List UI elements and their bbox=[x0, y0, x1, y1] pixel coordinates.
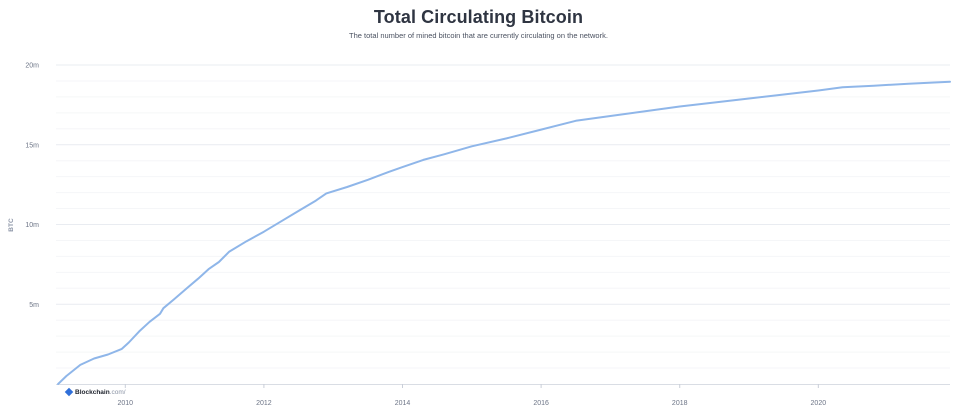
blockchain-logo-icon bbox=[64, 387, 74, 397]
x-tick-label: 2010 bbox=[118, 400, 134, 407]
y-tick-label: 5m bbox=[29, 302, 39, 309]
chart-subtitle: The total number of mined bitcoin that a… bbox=[349, 31, 608, 40]
x-tick-label: 2020 bbox=[811, 400, 827, 407]
x-tick-label: 2016 bbox=[533, 400, 549, 407]
blockchain-watermark: Blockchain.com/ bbox=[64, 387, 126, 397]
watermark-brand: Blockchain bbox=[75, 389, 110, 396]
x-tick-label: 2018 bbox=[672, 400, 688, 407]
watermark-tld: .com/ bbox=[109, 389, 126, 396]
chart-title: Total Circulating Bitcoin bbox=[373, 7, 584, 27]
x-axis: 2010 2012 2014 2016 2018 2020 bbox=[56, 384, 950, 407]
x-tick-label: 2014 bbox=[395, 400, 411, 407]
y-tick-label: 15m bbox=[25, 142, 39, 149]
x-tick-label: 2012 bbox=[256, 400, 272, 407]
y-tick-label: 20m bbox=[25, 63, 39, 70]
y-axis-label: BTC bbox=[8, 218, 15, 232]
series-line bbox=[57, 80, 951, 385]
y-axis-ticks: 5m 10m 15m 20m bbox=[25, 63, 39, 309]
series-layer bbox=[57, 80, 951, 385]
y-tick-label: 10m bbox=[25, 222, 39, 229]
grid-lines bbox=[56, 64, 950, 369]
